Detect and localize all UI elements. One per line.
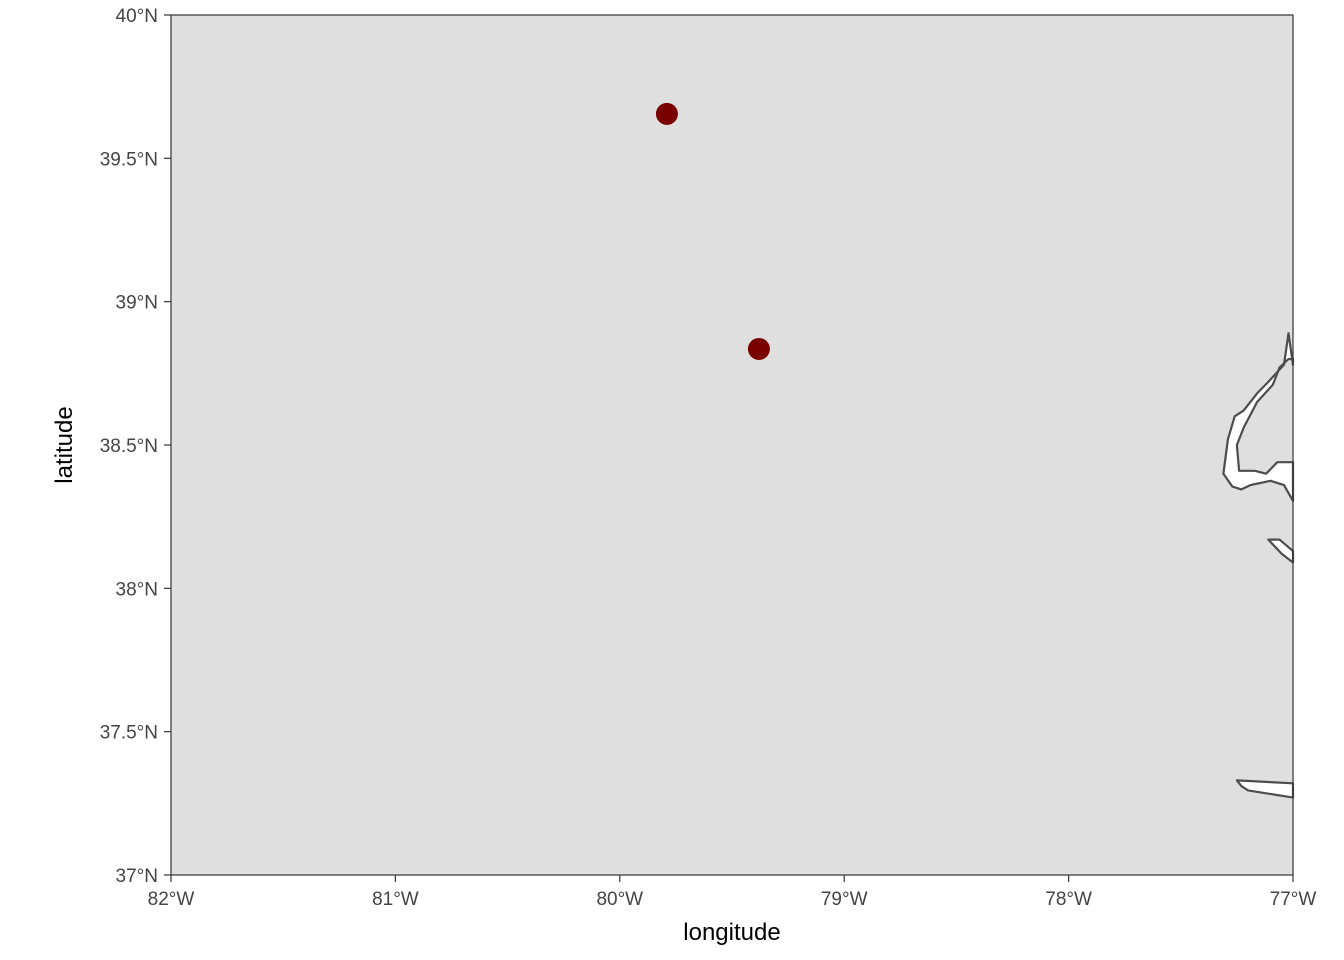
x-tick-label: 77°W xyxy=(1270,889,1317,910)
x-tick-label: 81°W xyxy=(372,889,419,910)
map-panel-background xyxy=(171,15,1293,875)
x-tick-label: 79°W xyxy=(821,889,868,910)
point-1 xyxy=(747,337,770,360)
y-tick-label: 37.5°N xyxy=(100,723,158,744)
y-tick-label: 39°N xyxy=(116,293,158,314)
y-tick-label: 38.5°N xyxy=(100,436,158,457)
points-layer xyxy=(655,102,770,360)
x-axis-title: longitude xyxy=(683,919,780,946)
y-tick-label: 38°N xyxy=(116,579,158,600)
x-tick-label: 78°W xyxy=(1045,889,1092,910)
y-tick-label: 39.5°N xyxy=(100,149,158,170)
y-axis: 37°N 37.5°N 38°N 38.5°N 39°N 39.5°N 40°N xyxy=(100,6,171,887)
coastline-0 xyxy=(1222,332,1295,502)
x-tick-label: 80°W xyxy=(596,889,643,910)
x-axis: 82°W 81°W 80°W 79°W 78°W 77°W xyxy=(148,875,1317,910)
y-tick-label: 40°N xyxy=(116,6,158,27)
point-0 xyxy=(655,102,678,125)
y-axis-title: latitude xyxy=(51,406,78,483)
y-tick-label: 37°N xyxy=(116,866,158,887)
x-tick-label: 82°W xyxy=(148,889,195,910)
